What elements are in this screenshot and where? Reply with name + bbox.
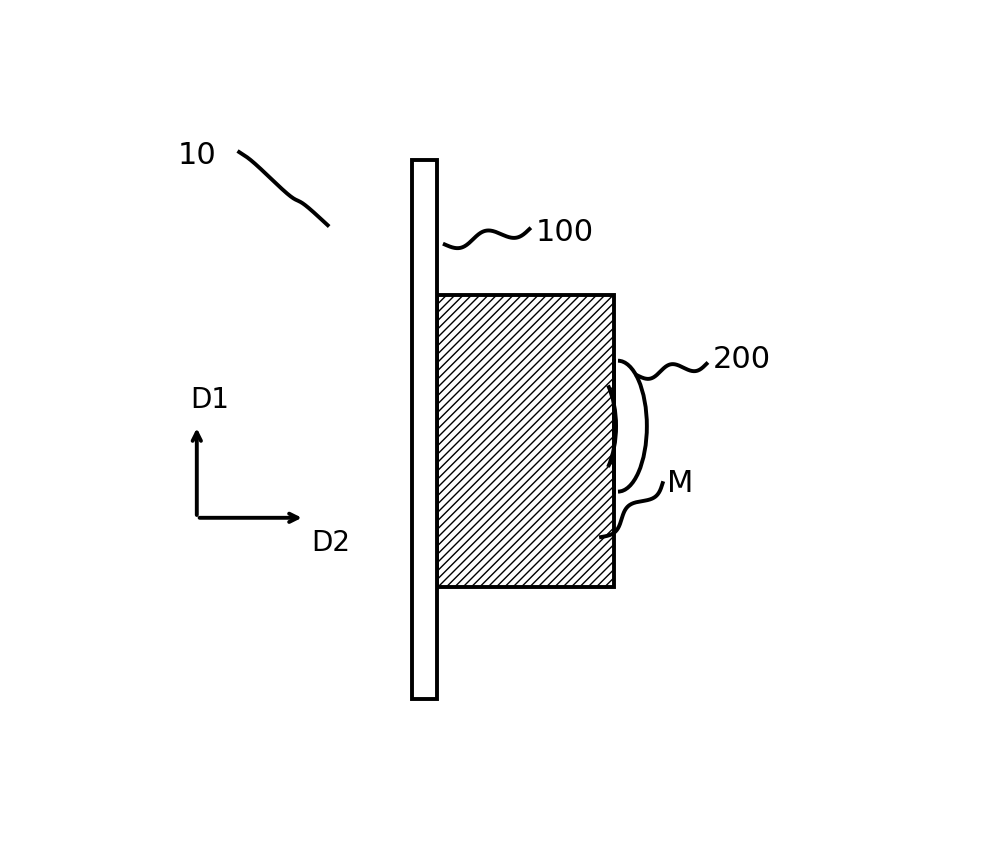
- Text: 10: 10: [178, 140, 216, 169]
- Text: D1: D1: [191, 386, 230, 414]
- Bar: [437, 294, 614, 587]
- Text: 200: 200: [713, 345, 771, 375]
- Text: M: M: [666, 468, 693, 497]
- Text: 100: 100: [536, 218, 594, 246]
- Text: D2: D2: [311, 530, 350, 558]
- Bar: [412, 160, 437, 699]
